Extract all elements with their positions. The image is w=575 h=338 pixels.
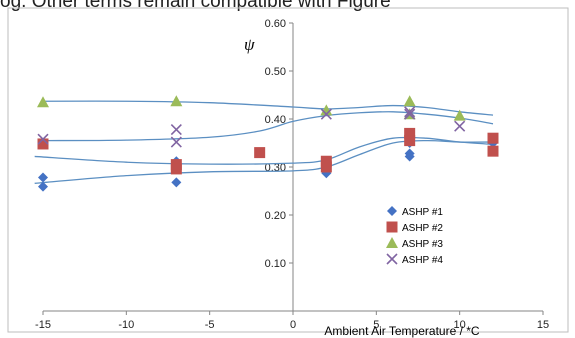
data-point xyxy=(37,96,49,108)
data-point xyxy=(170,163,182,175)
legend: ASHP #1 ASHP #2 ASHP #3 ASHP #4 xyxy=(386,206,443,266)
y-tick-label: 0.50 xyxy=(265,66,286,78)
data-point xyxy=(404,108,416,120)
y-tick-label: 0.40 xyxy=(265,114,286,126)
data-point xyxy=(254,147,266,159)
data-point xyxy=(320,161,332,173)
data-point xyxy=(37,133,49,145)
x-axis-label: Ambient Air Temperature / *C xyxy=(324,324,480,338)
legend-label: ASHP #2 xyxy=(402,223,443,234)
x-tick-label: 0 xyxy=(290,319,296,331)
x-tick-label: 5 xyxy=(373,319,379,331)
data-point xyxy=(454,120,466,132)
legend-label: ASHP #4 xyxy=(402,255,443,266)
data-point xyxy=(320,104,333,116)
data-point xyxy=(170,123,182,136)
y-axis-label: ψ xyxy=(244,35,255,54)
legend-marker xyxy=(386,253,398,265)
data-point xyxy=(403,95,416,107)
y-tick-label: 0.10 xyxy=(265,258,286,270)
data-point xyxy=(404,151,415,162)
data-point xyxy=(38,172,48,183)
legend-label: ASHP #3 xyxy=(402,239,443,250)
data-points xyxy=(37,95,499,192)
x-tick-label: 10 xyxy=(454,319,466,331)
data-point xyxy=(404,135,416,147)
data-point xyxy=(487,145,499,157)
trendline xyxy=(42,111,494,142)
y-tick-label: 0.60 xyxy=(265,18,286,30)
legend-label: ASHP #1 xyxy=(402,207,443,218)
legend-marker xyxy=(386,237,398,248)
x-tick-label: -15 xyxy=(35,319,51,331)
data-point xyxy=(404,106,416,118)
data-point xyxy=(170,95,183,107)
data-point xyxy=(320,108,332,120)
cropped-caption-text: og. Other terms remain compatible with F… xyxy=(0,0,391,12)
data-point xyxy=(170,136,182,148)
chart-area-border xyxy=(7,7,569,333)
data-point xyxy=(453,109,466,121)
x-tick-label: 15 xyxy=(537,319,549,331)
axes: 0.100.200.300.400.500.60-15 -10 -5 0 5 10 15 xyxy=(35,18,549,331)
data-point xyxy=(171,177,182,188)
data-point xyxy=(320,155,332,167)
legend-marker xyxy=(386,221,398,233)
data-point xyxy=(404,127,416,139)
data-point xyxy=(38,181,48,192)
data-point xyxy=(487,132,499,144)
legend-marker xyxy=(387,206,397,216)
x-tick-label: -10 xyxy=(118,319,134,331)
y-tick-label: 0.20 xyxy=(265,210,286,222)
data-point xyxy=(37,138,49,150)
x-tick-label: -5 xyxy=(205,319,215,331)
